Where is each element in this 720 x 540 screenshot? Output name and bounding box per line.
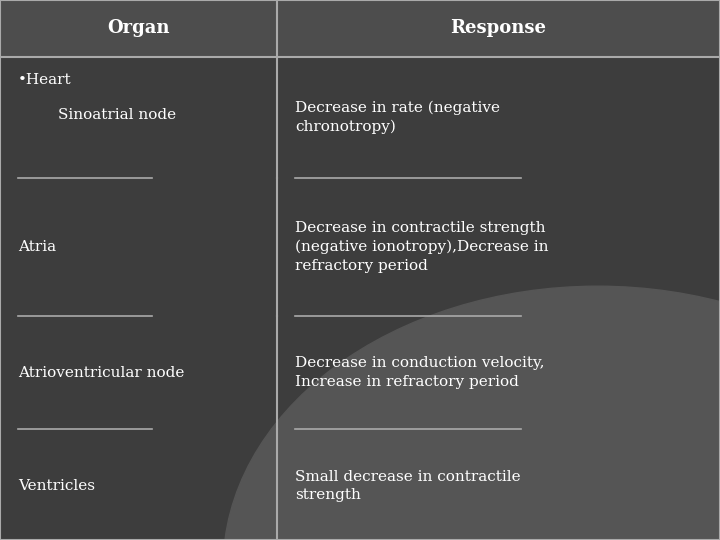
Text: Organ: Organ bbox=[107, 19, 170, 37]
Text: Decrease in rate (negative
chronotropy): Decrease in rate (negative chronotropy) bbox=[295, 101, 500, 134]
Bar bbox=[277, 0, 720, 57]
Text: Decrease in contractile strength
(negative ionotropy),Decrease in
refractory per: Decrease in contractile strength (negati… bbox=[295, 221, 549, 273]
Circle shape bbox=[223, 286, 720, 540]
Text: Atria: Atria bbox=[18, 240, 56, 254]
Bar bbox=[0, 0, 277, 57]
Text: Atrioventricular node: Atrioventricular node bbox=[18, 366, 184, 380]
Text: Sinoatrial node: Sinoatrial node bbox=[58, 108, 176, 122]
Text: Response: Response bbox=[451, 19, 546, 37]
Text: Decrease in conduction velocity,
Increase in refractory period: Decrease in conduction velocity, Increas… bbox=[295, 356, 545, 389]
Text: Small decrease in contractile
strength: Small decrease in contractile strength bbox=[295, 470, 521, 502]
Text: Ventricles: Ventricles bbox=[18, 479, 95, 493]
Text: •Heart: •Heart bbox=[18, 73, 71, 87]
